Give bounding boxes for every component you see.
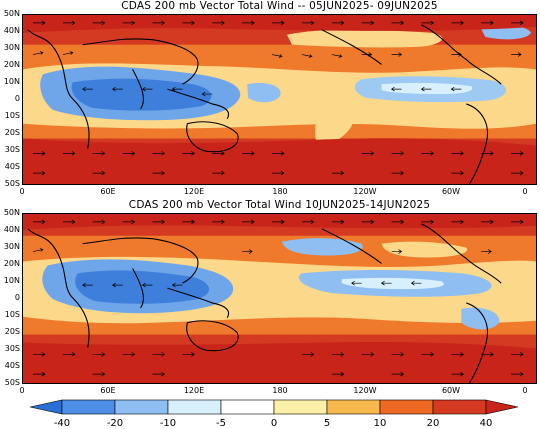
colorbar-seg-8	[432, 399, 487, 415]
colorbar-seg-4	[220, 399, 275, 415]
p1-lat-10n: 10N	[3, 77, 20, 86]
colorbar-label-5: 5	[323, 418, 331, 429]
p1-lat-10s: 10S	[4, 111, 20, 120]
panel-2-map-svg	[23, 214, 536, 383]
p2-lat-50s: 50S	[4, 378, 20, 387]
p1-lat-40n: 40N	[3, 26, 20, 35]
p2-lat-40s: 40S	[4, 361, 20, 370]
p1-lat-40s: 40S	[4, 162, 20, 171]
p2-lon-0-end: 0	[522, 386, 528, 395]
colorbar-label-6: 10	[373, 418, 387, 429]
colorbar-label-8: 40	[479, 418, 493, 429]
panel-2-title: CDAS 200 mb Vector Total Wind 10JUN2025-…	[128, 199, 431, 211]
p1-lat-30n: 30N	[3, 43, 20, 52]
p2-lon-120w: 120W	[353, 386, 377, 395]
colorbar-seg-7	[379, 399, 434, 415]
p1-lat-20s: 20S	[4, 128, 20, 137]
colorbar-label-7: 20	[426, 418, 440, 429]
panel-1-map-svg	[23, 15, 536, 184]
p1-lon-60e: 60E	[100, 187, 116, 196]
p2-lat-10s: 10S	[4, 310, 20, 319]
panel-1-title: CDAS 200 mb Vector Total Wind -- 05JUN20…	[121, 0, 438, 12]
p2-lon-60e: 60E	[100, 386, 116, 395]
colorbar-seg-9	[485, 399, 519, 415]
colorbar-seg-3	[167, 399, 222, 415]
p2-lat-30s: 30S	[4, 344, 20, 353]
p1-lat-0: 0	[14, 94, 20, 103]
colorbar-seg-2	[114, 399, 169, 415]
p1-lon-180: 180	[272, 187, 288, 196]
p2-lon-60w: 60W	[441, 386, 461, 395]
p2-lat-0: 0	[14, 293, 20, 302]
p1-lat-30s: 30S	[4, 145, 20, 154]
colorbar-label-3: -5	[216, 418, 226, 429]
panel-1-vectors	[32, 20, 524, 176]
p2-lat-20n: 20N	[3, 259, 20, 268]
p2-lon-0: 0	[19, 386, 25, 395]
p2-lat-40n: 40N	[3, 225, 20, 234]
colorbar-label-1: -20	[106, 418, 124, 429]
colorbar-seg-1	[61, 399, 116, 415]
p2-lon-180: 180	[272, 386, 288, 395]
p1-lon-0: 0	[19, 187, 25, 196]
p1-lat-20n: 20N	[3, 60, 20, 69]
colorbar-seg-0	[29, 399, 63, 415]
colorbar-seg-5	[273, 399, 328, 415]
panel-2-map	[22, 213, 537, 384]
colorbar-label-2: -10	[159, 418, 177, 429]
p2-lat-10n: 10N	[3, 276, 20, 285]
p1-lat-50s: 50S	[4, 179, 20, 188]
colorbar	[29, 399, 519, 415]
colorbar-seg-6	[326, 399, 381, 415]
p1-lon-120e: 120E	[183, 187, 205, 196]
colorbar-label-4: 0	[270, 418, 278, 429]
p2-lat-30n: 30N	[3, 242, 20, 251]
p2-lat-50n: 50N	[3, 208, 20, 217]
p1-lat-50n: 50N	[3, 9, 20, 18]
panel-1-map	[22, 14, 537, 185]
colorbar-label-0: -40	[53, 418, 71, 429]
p1-lon-120w: 120W	[353, 187, 377, 196]
p2-lat-20s: 20S	[4, 327, 20, 336]
p1-lon-60w: 60W	[441, 187, 461, 196]
p1-lon-0-end: 0	[522, 187, 528, 196]
p2-lon-120e: 120E	[183, 386, 205, 395]
panel-2-vectors	[32, 219, 524, 377]
